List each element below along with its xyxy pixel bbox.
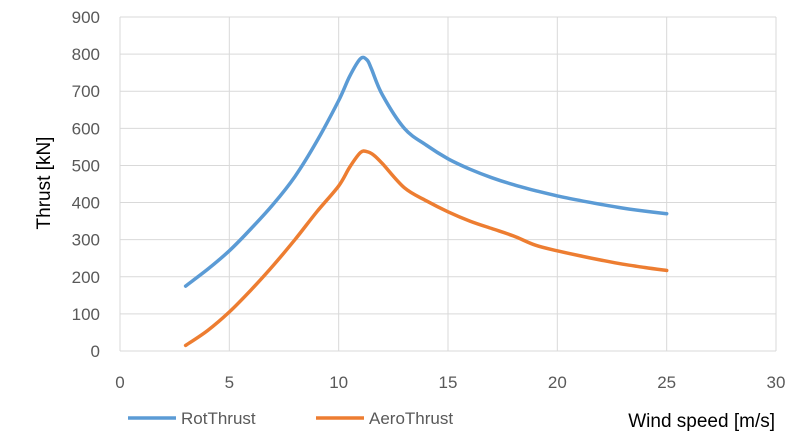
legend-label-aerothrust: AeroThrust: [369, 409, 453, 428]
y-axis-title: Thrust [kN]: [34, 137, 55, 230]
y-tick-label: 600: [72, 119, 100, 138]
series-lines: [183, 55, 669, 348]
y-tick-label: 800: [72, 45, 100, 64]
y-tick-label: 900: [72, 8, 100, 27]
y-tick-label: 700: [72, 82, 100, 101]
y-tick-label: 300: [72, 231, 100, 250]
x-tick-label: 5: [225, 373, 234, 392]
y-tick-label: 100: [72, 305, 100, 324]
x-tick-label: 0: [115, 373, 124, 392]
legend-label-rotthrust: RotThrust: [181, 409, 256, 428]
series-line-rotthrust: [183, 55, 669, 288]
legend: RotThrust AeroThrust: [128, 409, 453, 428]
x-tick-labels: 0 5 10 15 20 25 30: [115, 373, 785, 392]
y-tick-label: 200: [72, 268, 100, 287]
y-tick-label: 500: [72, 156, 100, 175]
y-tick-label: 400: [72, 194, 100, 213]
x-axis-title: Wind speed [m/s]: [628, 411, 775, 432]
x-tick-label: 30: [767, 373, 786, 392]
y-tick-labels: 0 100 200 300 400 500 600 700 800 900: [72, 8, 100, 361]
x-tick-label: 20: [548, 373, 567, 392]
grid-lines: [119, 16, 777, 352]
x-tick-label: 15: [439, 373, 458, 392]
x-tick-label: 10: [329, 373, 348, 392]
y-tick-label: 0: [91, 342, 100, 361]
x-tick-label: 25: [657, 373, 676, 392]
series-line-aerothrust: [183, 149, 669, 348]
